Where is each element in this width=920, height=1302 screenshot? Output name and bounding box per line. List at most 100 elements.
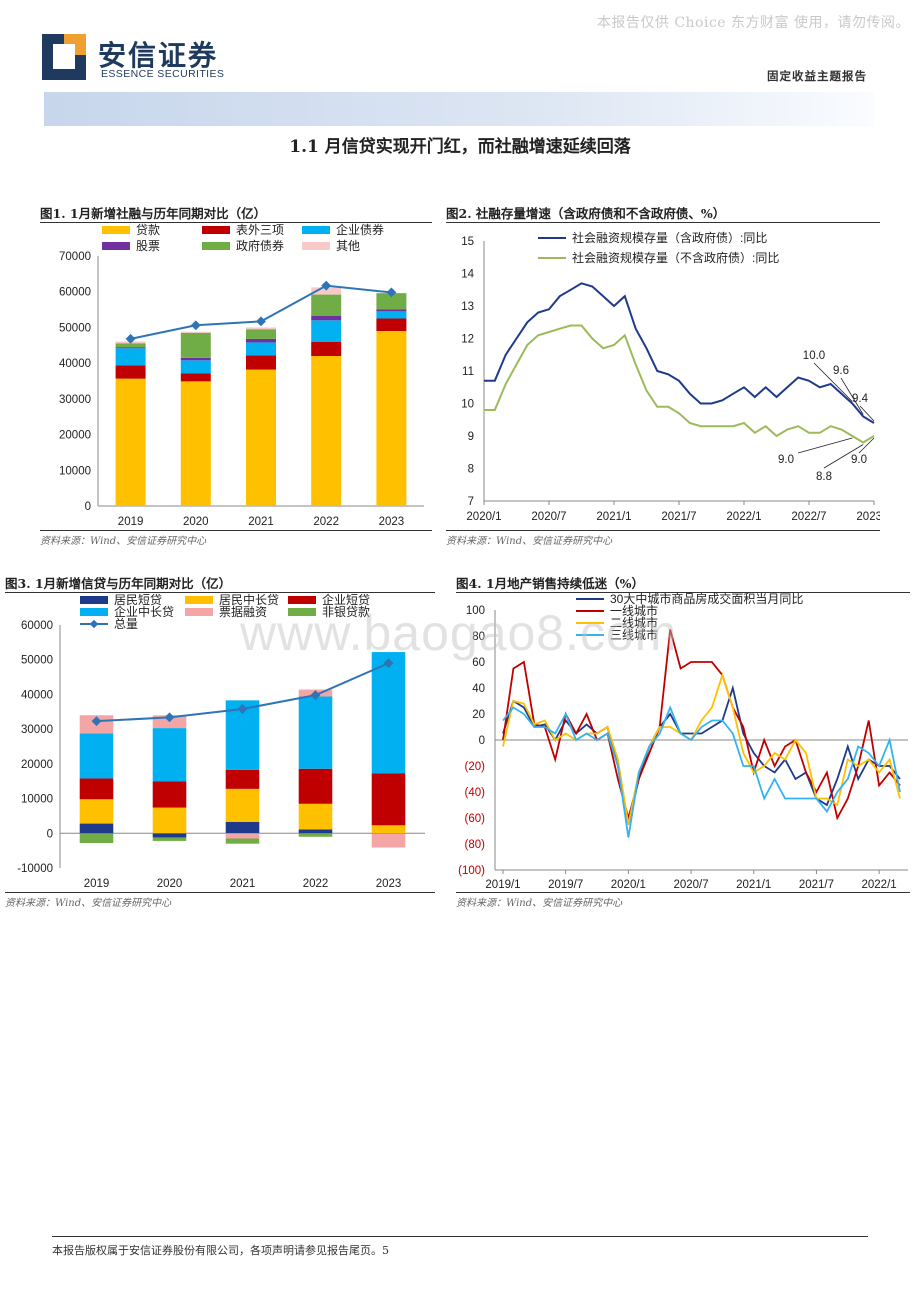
- fig3-xtick-label: 2020: [157, 878, 183, 890]
- fig4-ytick-label: (60): [465, 813, 486, 825]
- footer-text: 本报告版权属于安信证券股份有限公司，各项声明请参见报告尾页。: [52, 1244, 382, 1257]
- fig4-xtick-label: 2019/1: [485, 879, 520, 891]
- section-title: 1.1 月信贷实现开门红，而社融增速延续回落: [289, 137, 631, 157]
- fig3-ytick-label: 20000: [21, 759, 53, 771]
- fig1-ytick-label: 60000: [59, 287, 91, 299]
- fig3-bar-非银贷款: [298, 833, 333, 837]
- header-banner: [44, 92, 874, 126]
- fig1-ytick-label: 30000: [59, 394, 91, 406]
- fig3-ytick-label: 50000: [21, 655, 53, 667]
- fig1-bar-股票: [115, 347, 146, 349]
- fig2-xtick-label: 2022/1: [726, 511, 761, 523]
- fig4-ytick-label: (20): [465, 761, 486, 773]
- fig1-bar-企业债券: [246, 342, 276, 356]
- fig1-legend-swatch: [302, 242, 330, 250]
- fig3-bar-票据融资: [225, 833, 260, 839]
- fig3-bar-居民中长贷: [225, 788, 260, 822]
- fig2-data-label-leader: [859, 405, 875, 422]
- fig2-ytick-label: 9: [468, 431, 474, 443]
- site-watermark: www.baogao8.com: [240, 605, 678, 661]
- fig2-data-label: 8.8: [816, 471, 832, 483]
- fig4-series-line: [502, 672, 901, 825]
- fig1-legend-swatch: [202, 242, 230, 250]
- fig3-bar-企业短贷: [225, 769, 260, 789]
- fig3-bar-企业中长贷: [371, 652, 406, 774]
- fig1-total-marker: [125, 333, 136, 344]
- fig1-legend-label: 股票: [136, 239, 160, 253]
- fig2-series-line: [484, 282, 875, 424]
- fig4-ytick-label: 60: [472, 657, 485, 669]
- fig1-bottom-rule: [40, 530, 432, 531]
- fig1-bar-企业债券: [376, 311, 407, 319]
- fig2-ytick-label: 10: [461, 399, 474, 411]
- fig1-bar-企业债券: [311, 320, 342, 342]
- fig1-bar-贷款: [180, 381, 211, 506]
- fig3-legend-swatch: [185, 608, 213, 616]
- fig2-data-label-leader: [797, 437, 853, 454]
- fig3-bar-非银贷款: [152, 837, 187, 841]
- fig3-ytick-label: -10000: [17, 863, 53, 875]
- fig1-total-marker: [190, 320, 201, 331]
- fig2-top-rule: [446, 222, 880, 223]
- fig1-bar-企业债券: [180, 360, 211, 374]
- fig2-xtick-label: 2021/7: [661, 511, 696, 523]
- fig3-bar-居民短贷: [79, 823, 114, 834]
- fig3-bar-居民中长贷: [79, 799, 114, 824]
- fig3-bar-企业短贷: [298, 768, 333, 804]
- fig2-ytick-label: 13: [461, 301, 474, 313]
- fig3-legend-swatch: [80, 608, 108, 616]
- brand-name-en: ESSENCE SECURITIES: [101, 68, 225, 80]
- fig3-bar-居民短贷: [152, 833, 187, 838]
- fig4-series-line: [502, 684, 901, 825]
- fig2-bottom-rule: [446, 530, 880, 531]
- fig4-ytick-label: 100: [466, 605, 485, 617]
- fig1-ytick-label: 50000: [59, 322, 91, 334]
- fig4-xtick-label: 2021/1: [736, 879, 771, 891]
- fig3-legend-swatch: [288, 596, 316, 604]
- fig1-bar-股票: [246, 338, 276, 343]
- fig3-bar-企业中长贷: [152, 728, 187, 782]
- fig3-bar-居民中长贷: [298, 803, 333, 830]
- fig4-legend-label: 二线城市: [610, 615, 658, 630]
- fig1-bar-其他: [246, 327, 276, 330]
- fig4-series-line: [502, 705, 901, 838]
- fig1-xtick-label: 2022: [313, 516, 339, 528]
- fig4-source: 资料来源：Wind、安信证券研究中心: [456, 898, 623, 909]
- fig4-ytick-label: (40): [465, 787, 486, 799]
- fig2-xtick-label: 2021/1: [596, 511, 631, 523]
- fig3-ytick-label: 30000: [21, 724, 53, 736]
- fig3-total-marker: [310, 690, 321, 701]
- fig1-ytick-label: 20000: [59, 430, 91, 442]
- fig1-bar-贷款: [246, 369, 276, 506]
- fig2-xtick-label: 2020/1: [466, 511, 501, 523]
- fig1-source: 资料来源：Wind、安信证券研究中心: [40, 536, 207, 547]
- fig2-legend-label: 社会融资规模存量（不含政府债）:同比: [572, 250, 779, 265]
- fig3-bar-企业中长贷: [298, 696, 333, 769]
- fig3-legend-label: 票据融资: [219, 605, 267, 619]
- brand-logo-icon: [42, 34, 86, 80]
- fig1-bar-表外三项: [115, 365, 146, 379]
- fig4-xtick-label: 2021/7: [799, 879, 834, 891]
- fig2-data-label-leader: [813, 362, 853, 402]
- fig3-bar-居民短贷: [225, 821, 260, 834]
- fig3-top-rule: [5, 592, 435, 593]
- fig3-bar-企业短贷: [152, 781, 187, 808]
- fig3-title: 图3. 1月新增信贷与历年同期对比（亿）: [5, 576, 232, 591]
- fig1-legend-swatch: [102, 226, 130, 234]
- fig1-legend-label: 贷款: [136, 223, 160, 237]
- fig4-legend-label: 三线城市: [610, 627, 658, 642]
- fig3-ytick-label: 60000: [21, 620, 53, 632]
- fig1-legend-swatch: [202, 226, 230, 234]
- fig1-legend-swatch: [102, 242, 130, 250]
- fig3-bar-企业短贷: [79, 778, 114, 800]
- report-type: 固定收益主题报告: [767, 69, 867, 83]
- fig3-bar-票据融资: [371, 833, 406, 848]
- fig1-bar-其他: [311, 287, 342, 295]
- fig2-ytick-label: 7: [468, 496, 474, 508]
- fig4-chart: (100) (80) (60) (40) (20) 0 20 40 60 80 100 2019/1 2…: [458, 592, 908, 891]
- fig3-source: 资料来源：Wind、安信证券研究中心: [5, 898, 172, 909]
- fig1-bar-表外三项: [376, 318, 407, 331]
- fig2-xtick-label: 2023/1: [856, 511, 880, 523]
- fig1-legend-swatch: [302, 226, 330, 234]
- fig2-ytick-label: 11: [462, 366, 474, 378]
